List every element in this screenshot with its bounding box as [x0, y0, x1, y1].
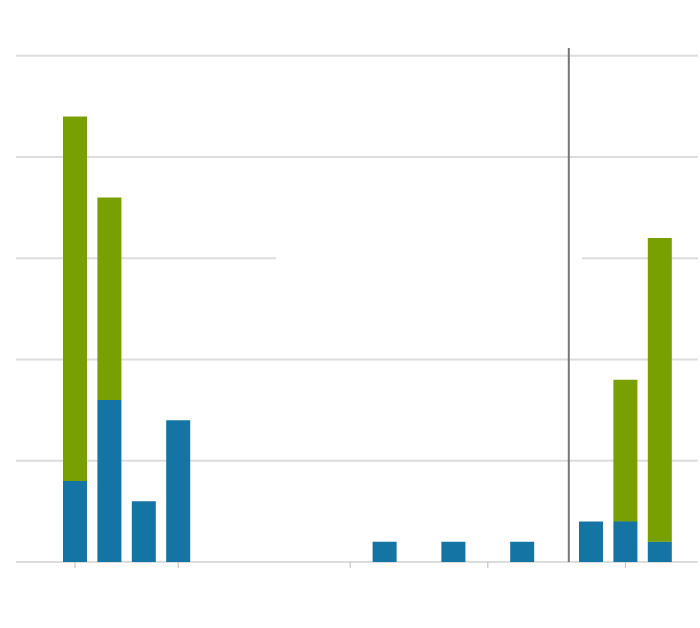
bar: [647, 238, 672, 542]
bar: [97, 400, 122, 562]
bar: [63, 481, 87, 562]
bar: [97, 197, 122, 400]
x-axis-ticks: [74, 562, 626, 568]
gridlines: [16, 54, 698, 563]
bar: [510, 541, 535, 562]
bar: [613, 379, 638, 522]
bar: [647, 541, 672, 562]
bar: [613, 521, 638, 562]
bar: [166, 420, 191, 562]
bar: [441, 541, 466, 562]
bar: [579, 521, 603, 562]
bar: [131, 501, 156, 562]
gridline-gap: [276, 256, 582, 261]
bar: [372, 541, 397, 562]
bars: [63, 116, 672, 562]
bar: [63, 116, 87, 481]
